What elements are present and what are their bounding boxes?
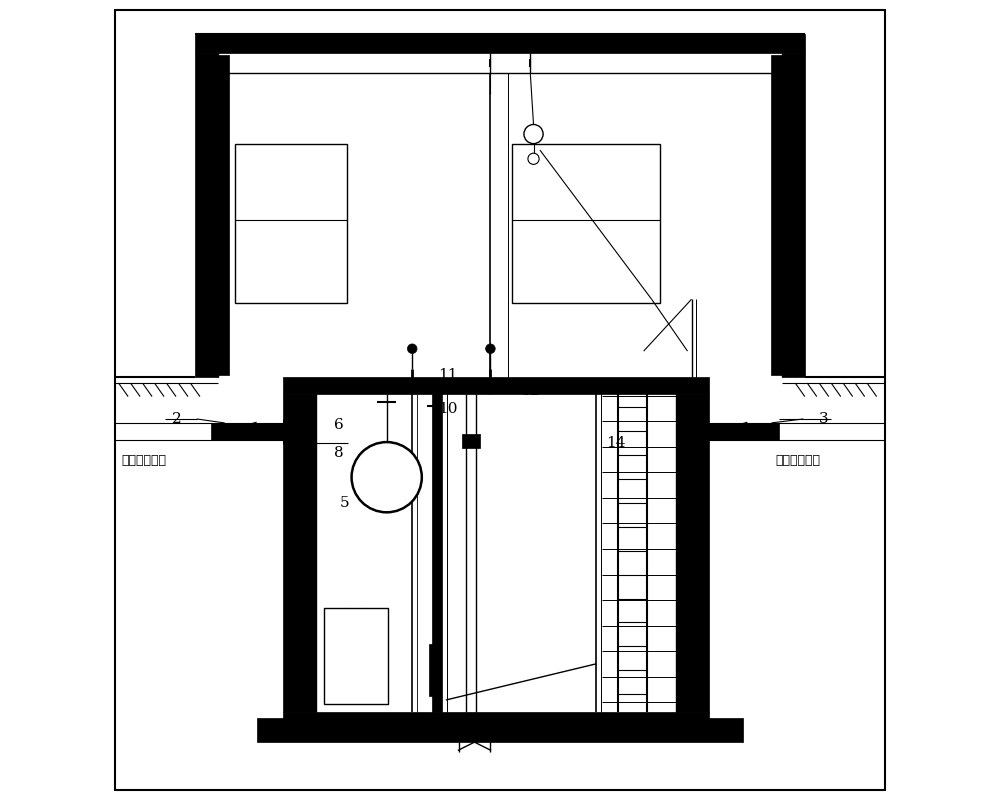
Text: 2: 2 bbox=[172, 412, 182, 426]
Text: 15: 15 bbox=[680, 497, 700, 512]
Bar bbox=[771, 55, 782, 375]
Bar bbox=[676, 394, 709, 712]
Bar bbox=[283, 712, 709, 736]
Text: 11: 11 bbox=[438, 368, 458, 382]
Bar bbox=[195, 53, 218, 377]
Bar bbox=[462, 434, 480, 448]
Bar bbox=[782, 53, 805, 377]
Bar bbox=[235, 144, 347, 303]
Circle shape bbox=[352, 442, 422, 512]
Bar bbox=[512, 144, 660, 303]
Circle shape bbox=[486, 344, 495, 354]
Circle shape bbox=[524, 124, 543, 144]
Text: 1: 1 bbox=[308, 436, 317, 450]
Text: 接自原排洪管: 接自原排洪管 bbox=[121, 454, 166, 467]
Text: I: I bbox=[528, 59, 532, 69]
Bar bbox=[257, 718, 743, 742]
Text: 12: 12 bbox=[521, 384, 540, 398]
Text: 8: 8 bbox=[334, 446, 344, 460]
Text: 3: 3 bbox=[818, 412, 828, 426]
Circle shape bbox=[407, 344, 417, 354]
Text: 4: 4 bbox=[443, 380, 453, 394]
Text: 6: 6 bbox=[334, 417, 344, 432]
Circle shape bbox=[528, 153, 539, 164]
Bar bbox=[429, 644, 437, 696]
Bar bbox=[211, 423, 285, 440]
Bar bbox=[283, 394, 316, 712]
Text: 10: 10 bbox=[438, 401, 458, 416]
Bar bbox=[324, 608, 388, 704]
Bar bbox=[283, 419, 287, 444]
Bar bbox=[195, 34, 805, 53]
Text: I: I bbox=[488, 59, 492, 69]
Text: 16: 16 bbox=[686, 553, 705, 567]
Text: 接至原排洪管: 接至原排洪管 bbox=[775, 454, 820, 467]
Bar bbox=[703, 419, 707, 444]
Bar bbox=[432, 394, 442, 712]
Bar bbox=[218, 55, 229, 375]
Bar bbox=[283, 377, 709, 394]
Text: 14: 14 bbox=[606, 436, 625, 450]
Text: 5: 5 bbox=[340, 496, 349, 510]
Bar bbox=[707, 423, 779, 440]
Text: 13: 13 bbox=[481, 727, 500, 741]
